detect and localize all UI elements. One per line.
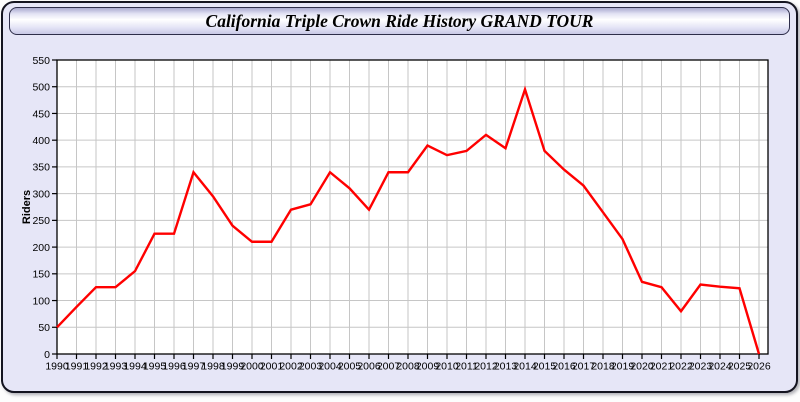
series-line-riders [56, 85, 761, 355]
x-tick-label: 2023 [689, 361, 713, 373]
x-tick-label: 2002 [279, 361, 303, 373]
y-tick-label: 450 [32, 108, 50, 120]
x-tick-label: 2020 [630, 361, 654, 373]
x-tick-label: 1999 [221, 361, 245, 373]
x-tick-label: 1998 [201, 361, 225, 373]
x-tick-label: 2001 [260, 361, 284, 373]
x-tick-label: 2026 [747, 361, 771, 373]
x-tick-label: 2007 [377, 361, 401, 373]
x-tick-label: 2000 [240, 361, 264, 373]
x-tick-label: 2006 [357, 361, 381, 373]
x-tick-label: 1993 [104, 361, 128, 373]
x-tick-label: 1991 [65, 361, 89, 373]
x-tick-label: 2024 [708, 361, 732, 373]
x-tick-label: 2018 [591, 361, 615, 373]
page-title: California Triple Crown Ride History GRA… [205, 10, 594, 31]
x-tick-label: 2025 [728, 361, 752, 373]
x-tick-label: 2015 [533, 361, 557, 373]
x-tick-label: 2013 [494, 361, 518, 373]
x-tick-label: 1994 [123, 361, 147, 373]
ride-history-chart: 0 50 100 150 200 250 300 350 400 450 500 550 1990 199… [3, 3, 796, 391]
x-tick-label: 2008 [396, 361, 420, 373]
x-tick-label: 2019 [611, 361, 635, 373]
x-tick-label: 2004 [318, 361, 342, 373]
x-tick-label: 2009 [416, 361, 440, 373]
x-tick-label: 2003 [299, 361, 323, 373]
x-tick-label: 2016 [552, 361, 576, 373]
x-tick-label: 2005 [338, 361, 362, 373]
y-tick-label: 200 [32, 242, 50, 254]
x-tick-label: 2010 [435, 361, 459, 373]
y-tick-label: 150 [32, 269, 50, 281]
x-tick-label: 1996 [162, 361, 186, 373]
plot-area [57, 60, 768, 354]
x-tick-label: 2021 [650, 361, 674, 373]
y-tick-label: 550 [32, 55, 50, 67]
x-tick-label: 2014 [513, 361, 537, 373]
x-tick-label: 2022 [669, 361, 693, 373]
y-tick-label: 350 [32, 162, 50, 174]
y-axis-label: Riders [21, 190, 33, 224]
x-tick-label: 1990 [45, 361, 69, 373]
y-tick-label: 0 [44, 349, 50, 361]
y-tick-label: 500 [32, 82, 50, 94]
y-tick-label: 400 [32, 135, 50, 147]
title-bar: California Triple Crown Ride History GRA… [9, 7, 790, 35]
y-tick-label: 50 [38, 322, 50, 334]
y-tick-label: 250 [32, 215, 50, 227]
x-tick-label: 1995 [143, 361, 167, 373]
x-tick-label: 1997 [182, 361, 206, 373]
y-tick-label: 100 [32, 295, 50, 307]
app-window: California Triple Crown Ride History GRA… [1, 1, 798, 393]
x-tick-label: 2017 [572, 361, 596, 373]
x-tick-label: 2011 [455, 361, 478, 373]
y-tick-label: 300 [32, 188, 50, 200]
x-tick-label: 2012 [474, 361, 498, 373]
x-tick-label: 1992 [84, 361, 108, 373]
